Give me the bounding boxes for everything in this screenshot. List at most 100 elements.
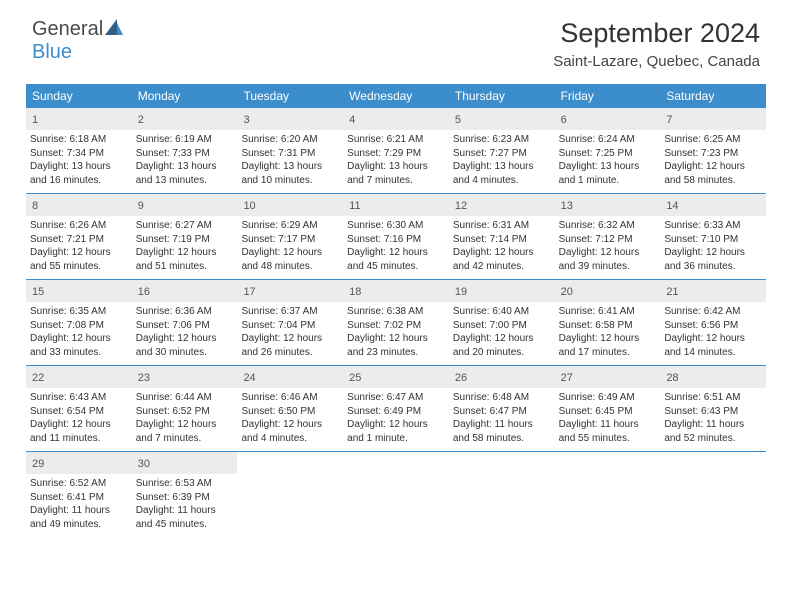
sunrise-line: Sunrise: 6:24 AM (559, 133, 657, 147)
daylight-line: and 30 minutes. (136, 346, 234, 360)
daylight-line: Daylight: 11 hours (30, 504, 128, 518)
day-cell: 16Sunrise: 6:36 AMSunset: 7:06 PMDayligh… (132, 280, 238, 365)
daynum-row: 5 (449, 108, 555, 130)
daynum-row: 13 (555, 194, 661, 216)
daylight-line: Daylight: 12 hours (664, 160, 762, 174)
day-cell: 18Sunrise: 6:38 AMSunset: 7:02 PMDayligh… (343, 280, 449, 365)
day-number: 3 (243, 114, 249, 126)
week-row: 1Sunrise: 6:18 AMSunset: 7:34 PMDaylight… (26, 108, 766, 194)
page-header: General Blue September 2024 Saint-Lazare… (0, 0, 792, 78)
sunrise-line: Sunrise: 6:33 AM (664, 219, 762, 233)
sunset-line: Sunset: 7:10 PM (664, 233, 762, 247)
day-number: 9 (138, 200, 144, 212)
sunset-line: Sunset: 6:47 PM (453, 405, 551, 419)
sunset-line: Sunset: 7:04 PM (241, 319, 339, 333)
day-header-cell: Saturday (660, 84, 766, 108)
sunrise-line: Sunrise: 6:53 AM (136, 477, 234, 491)
daylight-line: and 58 minutes. (453, 432, 551, 446)
calendar-grid: SundayMondayTuesdayWednesdayThursdayFrid… (26, 84, 766, 537)
day-header-cell: Sunday (26, 84, 132, 108)
sunset-line: Sunset: 7:00 PM (453, 319, 551, 333)
day-number: 4 (349, 114, 355, 126)
daynum-row: 27 (555, 366, 661, 388)
day-number: 12 (455, 200, 467, 212)
title-block: September 2024 Saint-Lazare, Quebec, Can… (553, 18, 760, 70)
sunrise-line: Sunrise: 6:44 AM (136, 391, 234, 405)
sunset-line: Sunset: 6:43 PM (664, 405, 762, 419)
daylight-line: and 4 minutes. (241, 432, 339, 446)
daynum-row: 12 (449, 194, 555, 216)
daylight-line: and 14 minutes. (664, 346, 762, 360)
daylight-line: and 33 minutes. (30, 346, 128, 360)
daynum-row: 9 (132, 194, 238, 216)
daylight-line: Daylight: 13 hours (559, 160, 657, 174)
sunrise-line: Sunrise: 6:30 AM (347, 219, 445, 233)
daynum-row: 29 (26, 452, 132, 474)
daynum-row: 25 (343, 366, 449, 388)
day-number: 27 (561, 372, 573, 384)
sunset-line: Sunset: 7:33 PM (136, 147, 234, 161)
sunset-line: Sunset: 7:29 PM (347, 147, 445, 161)
daylight-line: Daylight: 12 hours (453, 246, 551, 260)
daylight-line: and 52 minutes. (664, 432, 762, 446)
day-cell: 5Sunrise: 6:23 AMSunset: 7:27 PMDaylight… (449, 108, 555, 193)
day-cell: 6 Sunrise: 6:24 AMSunset: 7:25 PMDaylight… (555, 108, 661, 193)
daylight-line: Daylight: 12 hours (453, 332, 551, 346)
day-number: 1 (32, 114, 38, 126)
brand-general: General (32, 18, 103, 40)
week-row: 8Sunrise: 6:26 AMSunset: 7:21 PMDaylight… (26, 194, 766, 280)
day-number: 29 (32, 458, 44, 470)
daylight-line: Daylight: 12 hours (664, 332, 762, 346)
daylight-line: Daylight: 13 hours (347, 160, 445, 174)
day-number: 28 (666, 372, 678, 384)
daylight-line: Daylight: 12 hours (347, 332, 445, 346)
week-row: 22Sunrise: 6:43 AMSunset: 6:54 PMDayligh… (26, 366, 766, 452)
day-number: 25 (349, 372, 361, 384)
day-cell: 25Sunrise: 6:47 AMSunset: 6:49 PMDayligh… (343, 366, 449, 451)
sunset-line: Sunset: 7:08 PM (30, 319, 128, 333)
day-number: 30 (138, 458, 150, 470)
sunset-line: Sunset: 7:12 PM (559, 233, 657, 247)
brand-logo: General Blue (32, 18, 123, 64)
day-cell: 2Sunrise: 6:19 AMSunset: 7:33 PMDaylight… (132, 108, 238, 193)
daylight-line: and 58 minutes. (664, 174, 762, 188)
day-number: 18 (349, 286, 361, 298)
daylight-line: and 17 minutes. (559, 346, 657, 360)
sunrise-line: Sunrise: 6:25 AM (664, 133, 762, 147)
day-cell-empty (237, 452, 343, 537)
sunset-line: Sunset: 6:56 PM (664, 319, 762, 333)
sunset-line: Sunset: 7:06 PM (136, 319, 234, 333)
daylight-line: and 4 minutes. (453, 174, 551, 188)
day-cell: 20Sunrise: 6:41 AMSunset: 6:58 PMDayligh… (555, 280, 661, 365)
day-number: 21 (666, 286, 678, 298)
month-title: September 2024 (553, 18, 760, 49)
day-cell-empty (449, 452, 555, 537)
sunset-line: Sunset: 7:19 PM (136, 233, 234, 247)
sunrise-line: Sunrise: 6:37 AM (241, 305, 339, 319)
sunset-line: Sunset: 7:25 PM (559, 147, 657, 161)
sunrise-line: Sunrise: 6:27 AM (136, 219, 234, 233)
day-cell: 4Sunrise: 6:21 AMSunset: 7:29 PMDaylight… (343, 108, 449, 193)
daynum-row: 19 (449, 280, 555, 302)
daylight-line: Daylight: 12 hours (241, 332, 339, 346)
daylight-line: and 49 minutes. (30, 518, 128, 532)
daynum-row: 1 (26, 108, 132, 130)
sunrise-line: Sunrise: 6:20 AM (241, 133, 339, 147)
day-number: 26 (455, 372, 467, 384)
day-number: 14 (666, 200, 678, 212)
daylight-line: and 7 minutes. (136, 432, 234, 446)
daynum-row: 7 (660, 108, 766, 130)
daylight-line: and 10 minutes. (241, 174, 339, 188)
daylight-line: Daylight: 12 hours (136, 418, 234, 432)
daylight-line: Daylight: 13 hours (136, 160, 234, 174)
sunrise-line: Sunrise: 6:18 AM (30, 133, 128, 147)
daylight-line: Daylight: 13 hours (453, 160, 551, 174)
week-row: 29Sunrise: 6:52 AMSunset: 6:41 PMDayligh… (26, 452, 766, 537)
day-cell: 9Sunrise: 6:27 AMSunset: 7:19 PMDaylight… (132, 194, 238, 279)
sunrise-line: Sunrise: 6:41 AM (559, 305, 657, 319)
daylight-line: Daylight: 12 hours (559, 332, 657, 346)
sunrise-line: Sunrise: 6:32 AM (559, 219, 657, 233)
sunset-line: Sunset: 7:17 PM (241, 233, 339, 247)
daynum-row: 6 (555, 108, 661, 130)
day-number: 8 (32, 200, 38, 212)
